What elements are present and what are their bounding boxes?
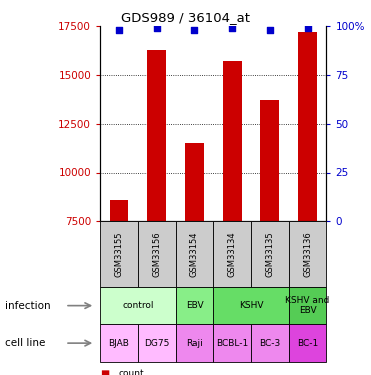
Bar bbox=[175, 287, 213, 324]
Text: infection: infection bbox=[5, 301, 50, 310]
Bar bbox=[100, 324, 138, 362]
Text: GSM33154: GSM33154 bbox=[190, 231, 199, 277]
Bar bbox=[213, 287, 289, 324]
Bar bbox=[289, 324, 326, 362]
Text: cell line: cell line bbox=[5, 338, 45, 348]
Point bbox=[154, 25, 160, 31]
Text: GSM33156: GSM33156 bbox=[152, 231, 161, 277]
Text: BJAB: BJAB bbox=[109, 339, 129, 348]
Text: ■: ■ bbox=[100, 369, 109, 375]
Bar bbox=[251, 324, 289, 362]
Point bbox=[229, 25, 235, 31]
Bar bbox=[100, 287, 175, 324]
Text: GSM33135: GSM33135 bbox=[265, 231, 275, 277]
Text: BC-1: BC-1 bbox=[297, 339, 318, 348]
Point bbox=[267, 27, 273, 33]
Text: GDS989 / 36104_at: GDS989 / 36104_at bbox=[121, 11, 250, 24]
Bar bbox=[289, 287, 326, 324]
Bar bbox=[175, 324, 213, 362]
Bar bbox=[298, 32, 317, 221]
Bar bbox=[100, 221, 138, 287]
Text: KSHV and
EBV: KSHV and EBV bbox=[285, 296, 330, 315]
Bar bbox=[213, 324, 251, 362]
Text: GSM33136: GSM33136 bbox=[303, 231, 312, 277]
Text: KSHV: KSHV bbox=[239, 301, 263, 310]
Bar bbox=[251, 221, 289, 287]
Bar bbox=[289, 221, 326, 287]
Text: control: control bbox=[122, 301, 154, 310]
Text: BCBL-1: BCBL-1 bbox=[216, 339, 248, 348]
Bar bbox=[223, 62, 242, 221]
Text: GSM33155: GSM33155 bbox=[115, 231, 124, 277]
Point bbox=[305, 25, 311, 31]
Bar bbox=[213, 221, 251, 287]
Text: count: count bbox=[119, 369, 144, 375]
Text: EBV: EBV bbox=[186, 301, 203, 310]
Text: BC-3: BC-3 bbox=[259, 339, 280, 348]
Text: DG75: DG75 bbox=[144, 339, 170, 348]
Point bbox=[116, 27, 122, 33]
Text: GSM33134: GSM33134 bbox=[228, 231, 237, 277]
Bar bbox=[260, 100, 279, 221]
Bar bbox=[175, 221, 213, 287]
Bar bbox=[185, 143, 204, 221]
Point bbox=[191, 27, 197, 33]
Bar bbox=[109, 200, 128, 221]
Bar bbox=[138, 221, 175, 287]
Bar bbox=[147, 50, 166, 221]
Bar bbox=[138, 324, 175, 362]
Text: Raji: Raji bbox=[186, 339, 203, 348]
